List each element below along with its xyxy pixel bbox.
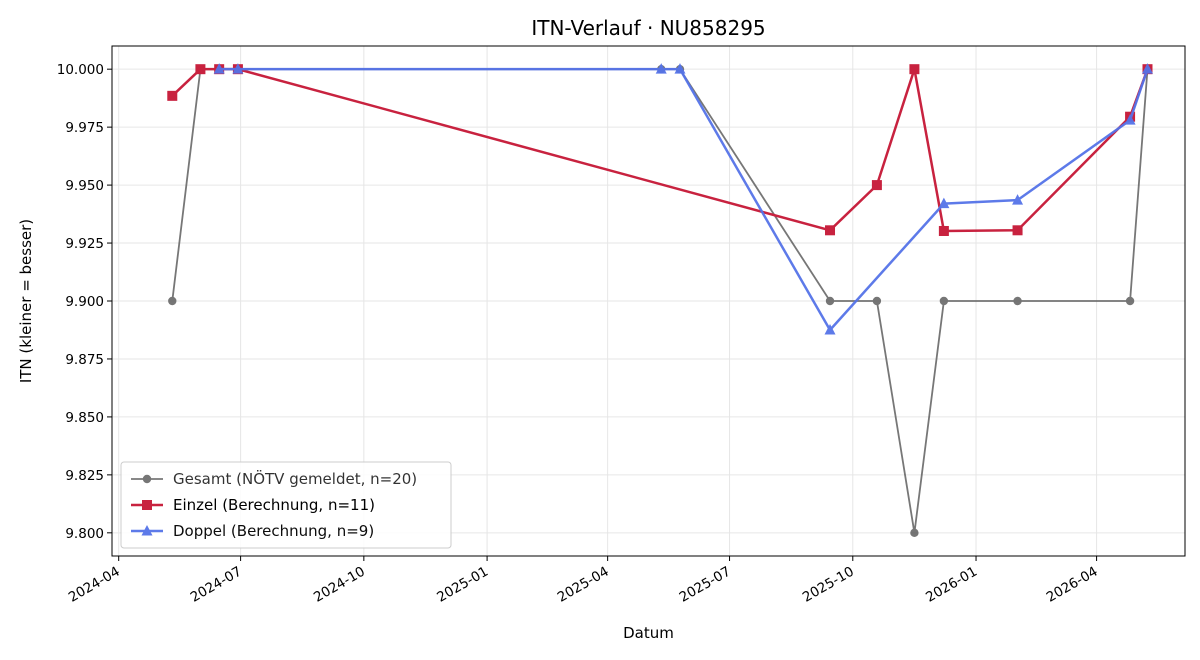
data-point: [909, 64, 920, 75]
data-point: [938, 197, 950, 209]
x-tick-label: 2024-04: [66, 564, 123, 606]
data-point: [1012, 225, 1023, 236]
legend-box: [120, 461, 452, 549]
data-point: [1012, 194, 1024, 205]
x-tick-label: 2025-01: [434, 564, 491, 606]
x-tick-label: 2025-04: [555, 564, 612, 606]
y-tick-label: 9.800: [65, 526, 104, 542]
data-point: [825, 296, 835, 306]
y-tick-label: 9.825: [65, 468, 104, 484]
legend-entry: Gesamt (NÖTV gemeldet, n=20): [131, 469, 417, 488]
series-line: [171, 67, 1149, 233]
x-axis-label: Datum: [623, 624, 674, 642]
data-point: [168, 296, 177, 306]
data-point: [825, 225, 836, 236]
legend-label: Einzel (Berechnung, n=11): [173, 496, 375, 514]
x-tick-label: 2025-10: [800, 564, 857, 606]
series-2: [167, 64, 1153, 236]
legend-entry: Doppel (Berechnung, n=9): [131, 522, 374, 540]
x-tick-label: 2025-07: [677, 564, 734, 606]
y-tick-label: 9.850: [65, 410, 104, 426]
chart-title: ITN-Verlauf · NU858295: [531, 16, 765, 40]
data-point: [167, 90, 178, 101]
data-point: [1141, 63, 1153, 74]
x-tick-label: 2024-10: [311, 564, 368, 606]
x-tick-label: 2024-07: [188, 564, 245, 606]
legend-label: Doppel (Berechnung, n=9): [173, 522, 374, 540]
data-point: [824, 323, 836, 335]
y-tick-label: 9.950: [65, 178, 104, 194]
x-tick-label: 2026-01: [923, 564, 980, 606]
y-axis-label: ITN (kleiner = besser): [17, 219, 35, 383]
legend-marker: [142, 474, 152, 484]
data-point: [938, 225, 949, 236]
legend: Gesamt (NÖTV gemeldet, n=20) Einzel (Bere…: [120, 461, 452, 549]
y-tick-label: 9.925: [65, 236, 104, 252]
y-tick-label: 9.975: [65, 120, 104, 136]
data-point: [939, 296, 949, 306]
data-point: [1124, 114, 1136, 125]
data-point: [674, 63, 686, 74]
series-line: [219, 67, 1149, 332]
y-tick-label: 9.875: [65, 352, 104, 368]
data-point: [655, 63, 667, 74]
series-3: [213, 63, 1153, 335]
y-tick-label: 10.000: [57, 62, 104, 78]
data-point: [232, 63, 244, 74]
legend-entry: Einzel (Berechnung, n=11): [131, 496, 375, 514]
y-tick-label: 9.900: [65, 294, 104, 310]
data-point: [910, 528, 919, 538]
data-point: [195, 64, 206, 75]
data-point: [1013, 296, 1022, 306]
legend-marker: [141, 525, 153, 536]
data-point: [213, 63, 225, 74]
series-layer: [167, 63, 1153, 538]
legend-marker: [142, 500, 152, 510]
legend-label: Gesamt (NÖTV gemeldet, n=20): [173, 469, 417, 488]
x-tick-label: 2026-04: [1044, 564, 1101, 606]
data-point: [871, 180, 882, 191]
data-point: [1125, 296, 1135, 306]
data-point: [872, 296, 882, 306]
